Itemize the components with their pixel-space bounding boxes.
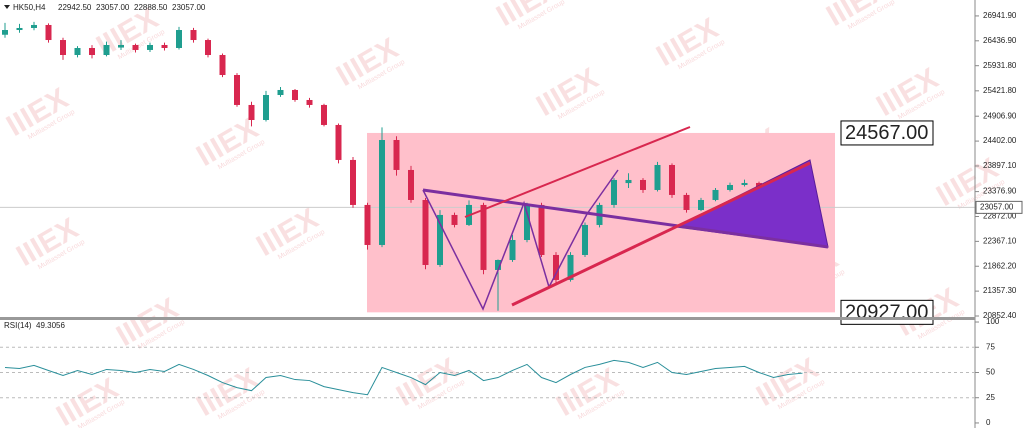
y-tick-label: 23376.90 bbox=[983, 187, 1017, 196]
quote: 22942.50 23057.00 22888.50 23057.00 bbox=[58, 3, 206, 12]
rsi-name: RSI(14) bbox=[4, 321, 32, 330]
candle-body bbox=[640, 179, 646, 190]
candle-body bbox=[190, 30, 197, 41]
candle-body bbox=[669, 164, 675, 195]
candle-body bbox=[16, 27, 23, 31]
candle-body bbox=[422, 199, 429, 265]
price-axis: 26941.90 26436.90 25931.80 25421.80 24906.90… bbox=[974, 0, 1023, 428]
upper-channel bbox=[464, 126, 691, 218]
candle-body bbox=[654, 164, 661, 190]
quote-value: 23057.00 bbox=[96, 3, 130, 12]
candle-body bbox=[263, 95, 269, 120]
candle-body bbox=[582, 224, 588, 255]
level-label-box bbox=[840, 299, 934, 325]
last-price-box bbox=[975, 200, 1023, 214]
rsi-tick-label: 100 bbox=[986, 317, 1000, 326]
candle-body bbox=[321, 104, 327, 125]
candle-body bbox=[437, 214, 443, 265]
rsi-value: 49.3056 bbox=[36, 321, 65, 330]
symbol: HK50,H4 bbox=[13, 3, 46, 12]
candle-body bbox=[292, 89, 298, 100]
zigzag bbox=[422, 169, 619, 311]
quote-value: 22888.50 bbox=[134, 3, 168, 12]
quote-value: 22942.50 bbox=[58, 3, 92, 12]
candle-body bbox=[364, 204, 371, 245]
candle-body bbox=[205, 40, 211, 55]
candle-body bbox=[712, 189, 719, 200]
candle-body bbox=[495, 259, 501, 270]
level-label-box bbox=[840, 120, 934, 146]
candle-body bbox=[538, 204, 545, 255]
y-tick-label: 24906.90 bbox=[983, 111, 1017, 120]
candles bbox=[2, 21, 806, 311]
candle-body bbox=[727, 184, 733, 190]
candle-body bbox=[567, 254, 574, 280]
candle-body bbox=[89, 47, 95, 55]
y-tick-label: 25421.80 bbox=[983, 86, 1017, 95]
rsi-tick-label: 0 bbox=[986, 418, 991, 427]
rsi-pane: 100 75 50 25 0 bbox=[0, 317, 1000, 427]
candle-body bbox=[408, 169, 414, 200]
y-tick-label: 26941.90 bbox=[983, 11, 1017, 20]
candle-body bbox=[393, 140, 400, 170]
candle-body bbox=[147, 44, 153, 50]
level-label: 24567.00 bbox=[845, 122, 928, 144]
candle-body bbox=[480, 204, 487, 270]
candle-body bbox=[509, 239, 516, 260]
lower-channel bbox=[511, 161, 811, 307]
y-tick-label: 21862.20 bbox=[983, 261, 1017, 270]
candle-body bbox=[524, 204, 530, 240]
candle-body bbox=[103, 44, 110, 55]
candle-body bbox=[611, 179, 617, 205]
candle-body bbox=[132, 44, 139, 50]
candle-body bbox=[698, 199, 704, 210]
candle-body bbox=[277, 89, 284, 96]
candle-body bbox=[118, 44, 124, 48]
candle-body bbox=[741, 182, 748, 185]
candle-body bbox=[2, 30, 8, 35]
y-tick-label: 22872.00 bbox=[983, 212, 1017, 221]
rsi-tick-label: 75 bbox=[986, 342, 995, 351]
y-tick-label: 26436.90 bbox=[983, 36, 1017, 45]
candle-body bbox=[31, 24, 37, 28]
candle-body bbox=[451, 214, 458, 225]
candle-body bbox=[350, 159, 356, 205]
candle-body bbox=[74, 47, 81, 55]
candle-body bbox=[60, 40, 66, 55]
menu-arrow[interactable] bbox=[4, 5, 10, 9]
y-tick-label: 24402.00 bbox=[983, 136, 1017, 145]
candle-body bbox=[306, 99, 313, 105]
candle-body bbox=[248, 104, 255, 120]
y-tick-label: 21357.30 bbox=[983, 286, 1017, 295]
candle-body bbox=[379, 140, 385, 245]
candle-body bbox=[335, 124, 342, 160]
rsi-tick-label: 50 bbox=[986, 368, 995, 377]
rsi-line bbox=[4, 359, 803, 396]
drawings bbox=[422, 126, 829, 311]
candle-body bbox=[625, 179, 632, 184]
y-tick-label: 23897.10 bbox=[983, 161, 1017, 170]
pane-separator bbox=[0, 317, 975, 320]
candle-body bbox=[683, 194, 690, 210]
rsi-tick-label: 25 bbox=[986, 393, 995, 402]
quote-value: 23057.00 bbox=[172, 3, 206, 12]
candle-body bbox=[45, 24, 52, 41]
candle-body bbox=[219, 54, 226, 76]
neckline bbox=[422, 188, 829, 249]
y-tick-label: 22367.10 bbox=[983, 236, 1017, 245]
y-tick-label: 25931.80 bbox=[983, 61, 1017, 70]
candle-body bbox=[161, 44, 168, 48]
y-tick-label: 20852.40 bbox=[983, 311, 1017, 320]
candle-body bbox=[234, 75, 240, 105]
candle-body bbox=[553, 254, 559, 280]
level-label: 20927.00 bbox=[845, 302, 928, 324]
candle-body bbox=[176, 30, 182, 48]
last-price-label: 23057.00 bbox=[980, 202, 1014, 211]
